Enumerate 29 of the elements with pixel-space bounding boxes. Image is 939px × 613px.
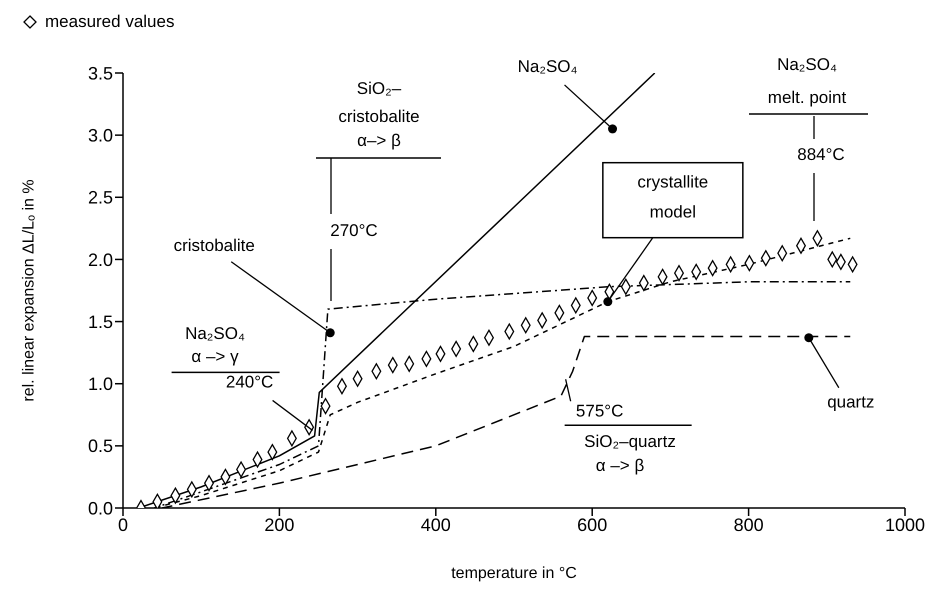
x-tick-label: 800 xyxy=(734,514,764,535)
annotation: SiO₂–quartz α –> β xyxy=(584,432,676,476)
annotation: Na₂SO₄ melt. point xyxy=(768,55,846,108)
x-tick-label: 200 xyxy=(264,514,294,535)
x-tick-label: 1000 xyxy=(884,514,926,535)
annotation: Na₂SO₄ xyxy=(518,57,578,76)
y-tick-label: 2.5 xyxy=(88,188,113,208)
annotation: Na₂SO₄ α –> γ xyxy=(185,324,245,366)
y-tick-label: 2.0 xyxy=(88,250,113,270)
annotation: cristobalite xyxy=(174,236,255,256)
annotation: quartz xyxy=(827,393,874,412)
x-axis-title: temperature in °C xyxy=(451,565,577,582)
legend-label: measured values xyxy=(45,12,174,32)
x-tick-label: 400 xyxy=(420,514,451,535)
annotation: SiO₂– cristobalite α–> β xyxy=(338,79,420,150)
y-tick-label: 1.0 xyxy=(88,374,113,394)
annotation: 270°C xyxy=(330,221,378,240)
x-tick-label: 600 xyxy=(577,514,608,535)
annotation: 884°C xyxy=(797,145,845,164)
annotation: 575°C xyxy=(576,402,624,421)
x-tick-label: 0 xyxy=(118,514,128,535)
y-tick-label: 3.5 xyxy=(88,63,113,84)
annotation: crystallite model xyxy=(637,173,708,222)
y-tick-label: 3.0 xyxy=(88,126,113,146)
y-tick-label: 0.0 xyxy=(88,498,113,518)
y-axis-title: rel. linear expansion ΔL/Lₒ in % xyxy=(20,179,38,402)
y-tick-label: 1.5 xyxy=(88,312,113,332)
annotation: 240°C xyxy=(226,372,274,392)
y-tick-label: 0.5 xyxy=(88,436,113,456)
